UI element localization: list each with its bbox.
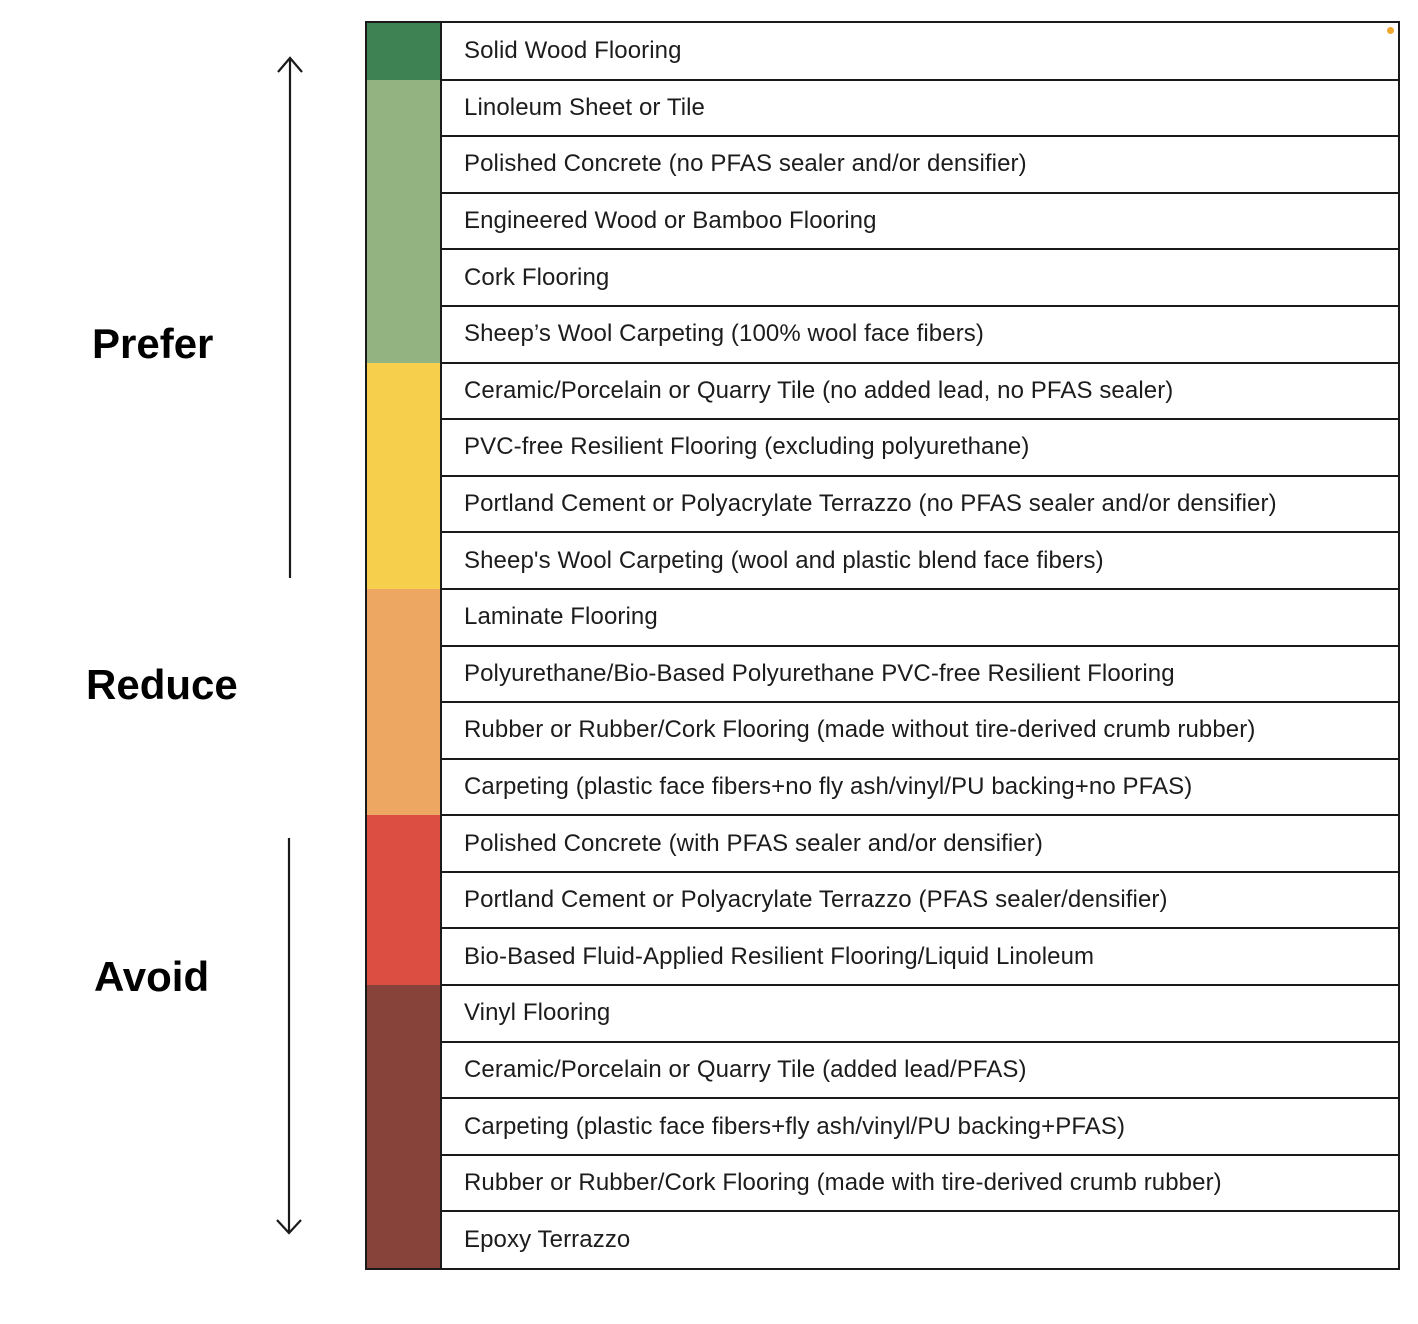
row-divider: [442, 304, 1398, 307]
table-row: Cork Flooring: [442, 249, 1398, 306]
color-band-swatch: [367, 362, 440, 589]
table-row: Epoxy Terrazzo: [442, 1211, 1398, 1268]
table-row: Carpeting (plastic face fibers+no fly as…: [442, 759, 1398, 816]
row-divider: [442, 814, 1398, 817]
table-row: Bio-Based Fluid-Applied Resilient Floori…: [442, 928, 1398, 985]
table-row: Sheep’s Wool Carpeting (100% wool face f…: [442, 306, 1398, 363]
color-band-swatch: [367, 985, 440, 1268]
prefer-label: Prefer: [92, 320, 214, 367]
row-divider: [442, 531, 1398, 534]
flooring-rows: Solid Wood Flooring Linoleum Sheet or Til…: [442, 23, 1398, 1268]
flooring-type-label: Portland Cement or Polyacrylate Terrazzo…: [464, 886, 1168, 914]
table-row: Vinyl Flooring: [442, 985, 1398, 1042]
row-divider: [442, 1153, 1398, 1156]
flooring-type-label: Sheep’s Wool Carpeting (100% wool face f…: [464, 320, 984, 348]
table-row: PVC-free Resilient Flooring (excluding p…: [442, 419, 1398, 476]
row-divider: [442, 984, 1398, 987]
flooring-type-label: Rubber or Rubber/Cork Flooring (made wit…: [464, 716, 1256, 744]
table-row: Laminate Flooring: [442, 589, 1398, 646]
row-divider: [442, 1097, 1398, 1100]
color-rating-column: [367, 23, 442, 1268]
table-row: Portland Cement or Polyacrylate Terrazzo…: [442, 476, 1398, 533]
table-row: Polyurethane/Bio-Based Polyurethane PVC-…: [442, 646, 1398, 703]
flooring-type-label: Polished Concrete (no PFAS sealer and/or…: [464, 150, 1027, 178]
row-divider: [442, 870, 1398, 873]
table-row: Solid Wood Flooring: [442, 23, 1398, 80]
flooring-type-label: Polished Concrete (with PFAS sealer and/…: [464, 829, 1043, 857]
flooring-type-label: Epoxy Terrazzo: [464, 1225, 631, 1253]
table-row: Carpeting (plastic face fibers+fly ash/v…: [442, 1098, 1398, 1155]
row-divider: [442, 78, 1398, 81]
row-divider: [442, 1040, 1398, 1043]
flooring-type-label: Solid Wood Flooring: [464, 37, 682, 65]
flooring-type-label: Carpeting (plastic face fibers+fly ash/v…: [464, 1112, 1126, 1140]
table-row: Portland Cement or Polyacrylate Terrazzo…: [442, 872, 1398, 929]
flooring-type-label: Engineered Wood or Bamboo Flooring: [464, 207, 877, 235]
row-divider: [442, 474, 1398, 477]
row-divider: [442, 927, 1398, 930]
up-arrow-icon: [277, 56, 303, 578]
row-divider: [442, 191, 1398, 194]
flooring-type-label: Carpeting (plastic face fibers+no fly as…: [464, 772, 1193, 800]
row-divider: [442, 135, 1398, 138]
flooring-type-label: Bio-Based Fluid-Applied Resilient Floori…: [464, 942, 1095, 970]
flooring-type-label: PVC-free Resilient Flooring (excluding p…: [464, 433, 1030, 461]
row-divider: [442, 361, 1398, 364]
row-divider: [442, 757, 1398, 760]
flooring-type-label: Rubber or Rubber/Cork Flooring (made wit…: [464, 1169, 1222, 1197]
table-row: Linoleum Sheet or Tile: [442, 80, 1398, 137]
table-row: Engineered Wood or Bamboo Flooring: [442, 193, 1398, 250]
flooring-type-label: Ceramic/Porcelain or Quarry Tile (added …: [464, 1055, 1027, 1083]
row-divider: [442, 587, 1398, 590]
row-divider: [442, 248, 1398, 251]
indicator-dot: [1387, 27, 1394, 34]
flooring-type-label: Vinyl Flooring: [464, 999, 611, 1027]
flooring-table: Solid Wood Flooring Linoleum Sheet or Til…: [365, 21, 1400, 1270]
flooring-type-label: Portland Cement or Polyacrylate Terrazzo…: [464, 490, 1277, 517]
table-row: Sheep's Wool Carpeting (wool and plastic…: [442, 532, 1398, 589]
row-divider: [442, 418, 1398, 421]
flooring-type-label: Laminate Flooring: [464, 603, 658, 631]
color-band-swatch: [367, 815, 440, 986]
flooring-type-label: Cork Flooring: [464, 263, 610, 291]
row-divider: [442, 1210, 1398, 1213]
color-band-swatch: [367, 588, 440, 816]
row-divider: [442, 701, 1398, 704]
table-row: Ceramic/Porcelain or Quarry Tile (no add…: [442, 363, 1398, 420]
color-band-swatch: [367, 23, 440, 80]
flooring-type-label: Ceramic/Porcelain or Quarry Tile (no add…: [464, 376, 1174, 404]
flooring-type-label: Polyurethane/Bio-Based Polyurethane PVC-…: [464, 659, 1175, 687]
down-arrow-icon: [276, 838, 302, 1235]
row-divider: [442, 644, 1398, 647]
table-row: Rubber or Rubber/Cork Flooring (made wit…: [442, 1155, 1398, 1212]
reduce-label: Reduce: [86, 661, 238, 708]
table-row: Rubber or Rubber/Cork Flooring (made wit…: [442, 702, 1398, 759]
flooring-type-label: Linoleum Sheet or Tile: [464, 93, 706, 121]
avoid-label: Avoid: [94, 953, 210, 1000]
table-row: Polished Concrete (with PFAS sealer and/…: [442, 815, 1398, 872]
table-row: Ceramic/Porcelain or Quarry Tile (added …: [442, 1042, 1398, 1099]
flooring-type-label: Sheep's Wool Carpeting (wool and plastic…: [464, 546, 1104, 574]
table-row: Polished Concrete (no PFAS sealer and/or…: [442, 136, 1398, 193]
color-band-swatch: [367, 79, 440, 363]
